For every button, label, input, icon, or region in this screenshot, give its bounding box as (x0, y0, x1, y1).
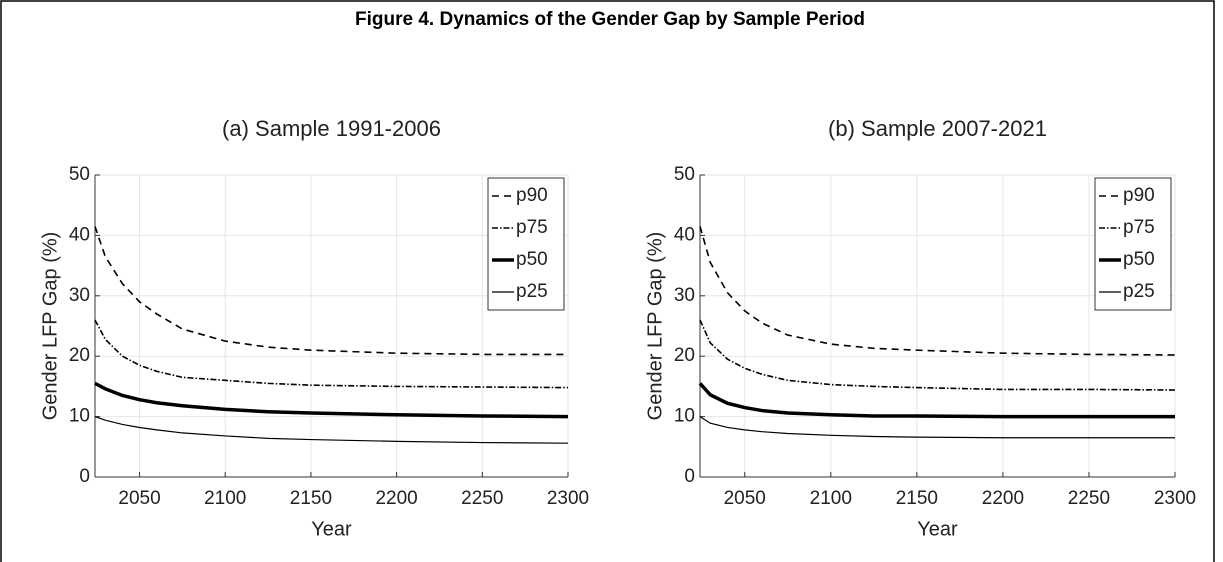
x-tick-label: 2250 (461, 488, 503, 509)
series-line (699, 319, 1176, 391)
series-line (94, 381, 569, 419)
x-tick-label: 2100 (204, 488, 246, 509)
y-tick-label: 40 (69, 224, 90, 245)
x-tick-label: 2150 (290, 488, 332, 509)
x-axis-label: Year (917, 518, 958, 540)
x-tick-label: 2250 (1068, 488, 1110, 509)
series-line (699, 416, 1175, 439)
y-axis-label: Gender LFP Gap (%) (644, 232, 666, 421)
legend: p90 p75 p50 p25 (1094, 177, 1172, 311)
x-axis-label: Year (311, 518, 352, 540)
x-tick-label: 2100 (810, 488, 852, 509)
series-line (698, 382, 1175, 419)
legend: p90 p75 p50 p25 (487, 177, 565, 311)
subplot-title: (b) Sample 2007-2021 (828, 116, 1047, 141)
x-tick-label: 2150 (896, 488, 938, 509)
figure-title: Figure 4. Dynamics of the Gender Gap by … (355, 9, 865, 30)
y-tick-label: 0 (79, 466, 90, 487)
y-tick-label: 30 (674, 285, 695, 306)
legend-label: p50 (516, 249, 548, 270)
series-line (94, 319, 569, 389)
x-tick-label: 2050 (118, 488, 160, 509)
y-tick-label: 10 (674, 406, 695, 427)
x-tick-label: 2200 (982, 488, 1024, 509)
y-tick-label: 20 (674, 345, 695, 366)
legend-label: p75 (1123, 217, 1155, 238)
x-tick-label: 2300 (547, 488, 589, 509)
y-tick-label: 10 (69, 406, 90, 427)
y-tick-label: 0 (684, 466, 695, 487)
legend-box (1094, 177, 1172, 311)
series-line (94, 416, 569, 444)
x-tick-label: 2200 (375, 488, 417, 509)
legend-label: p25 (1123, 281, 1155, 302)
series-line (699, 226, 1176, 356)
subplot-title: (a) Sample 1991-2006 (222, 116, 441, 141)
y-tick-label: 40 (674, 224, 695, 245)
legend-label: p75 (516, 217, 548, 238)
series-line (94, 226, 568, 356)
legend-label: p50 (1123, 249, 1155, 270)
legend-label: p90 (1123, 185, 1155, 206)
legend-label: p90 (516, 185, 548, 206)
y-tick-label: 20 (69, 345, 90, 366)
y-tick-label: 50 (674, 164, 695, 185)
y-tick-label: 50 (69, 164, 90, 185)
legend-label: p25 (516, 281, 548, 302)
y-tick-label: 30 (69, 285, 90, 306)
legend-box (487, 177, 565, 311)
y-axis-label: Gender LFP Gap (%) (39, 232, 61, 421)
x-tick-label: 2300 (1154, 488, 1196, 509)
x-tick-label: 2050 (724, 488, 766, 509)
